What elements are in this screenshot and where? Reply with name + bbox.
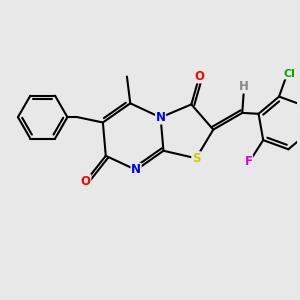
Text: O: O — [81, 175, 91, 188]
Text: F: F — [244, 155, 253, 168]
Text: N: N — [156, 111, 166, 124]
Text: S: S — [192, 152, 200, 165]
Text: H: H — [238, 80, 248, 93]
Text: Cl: Cl — [284, 69, 296, 79]
Text: N: N — [131, 164, 141, 176]
Text: O: O — [194, 70, 204, 83]
